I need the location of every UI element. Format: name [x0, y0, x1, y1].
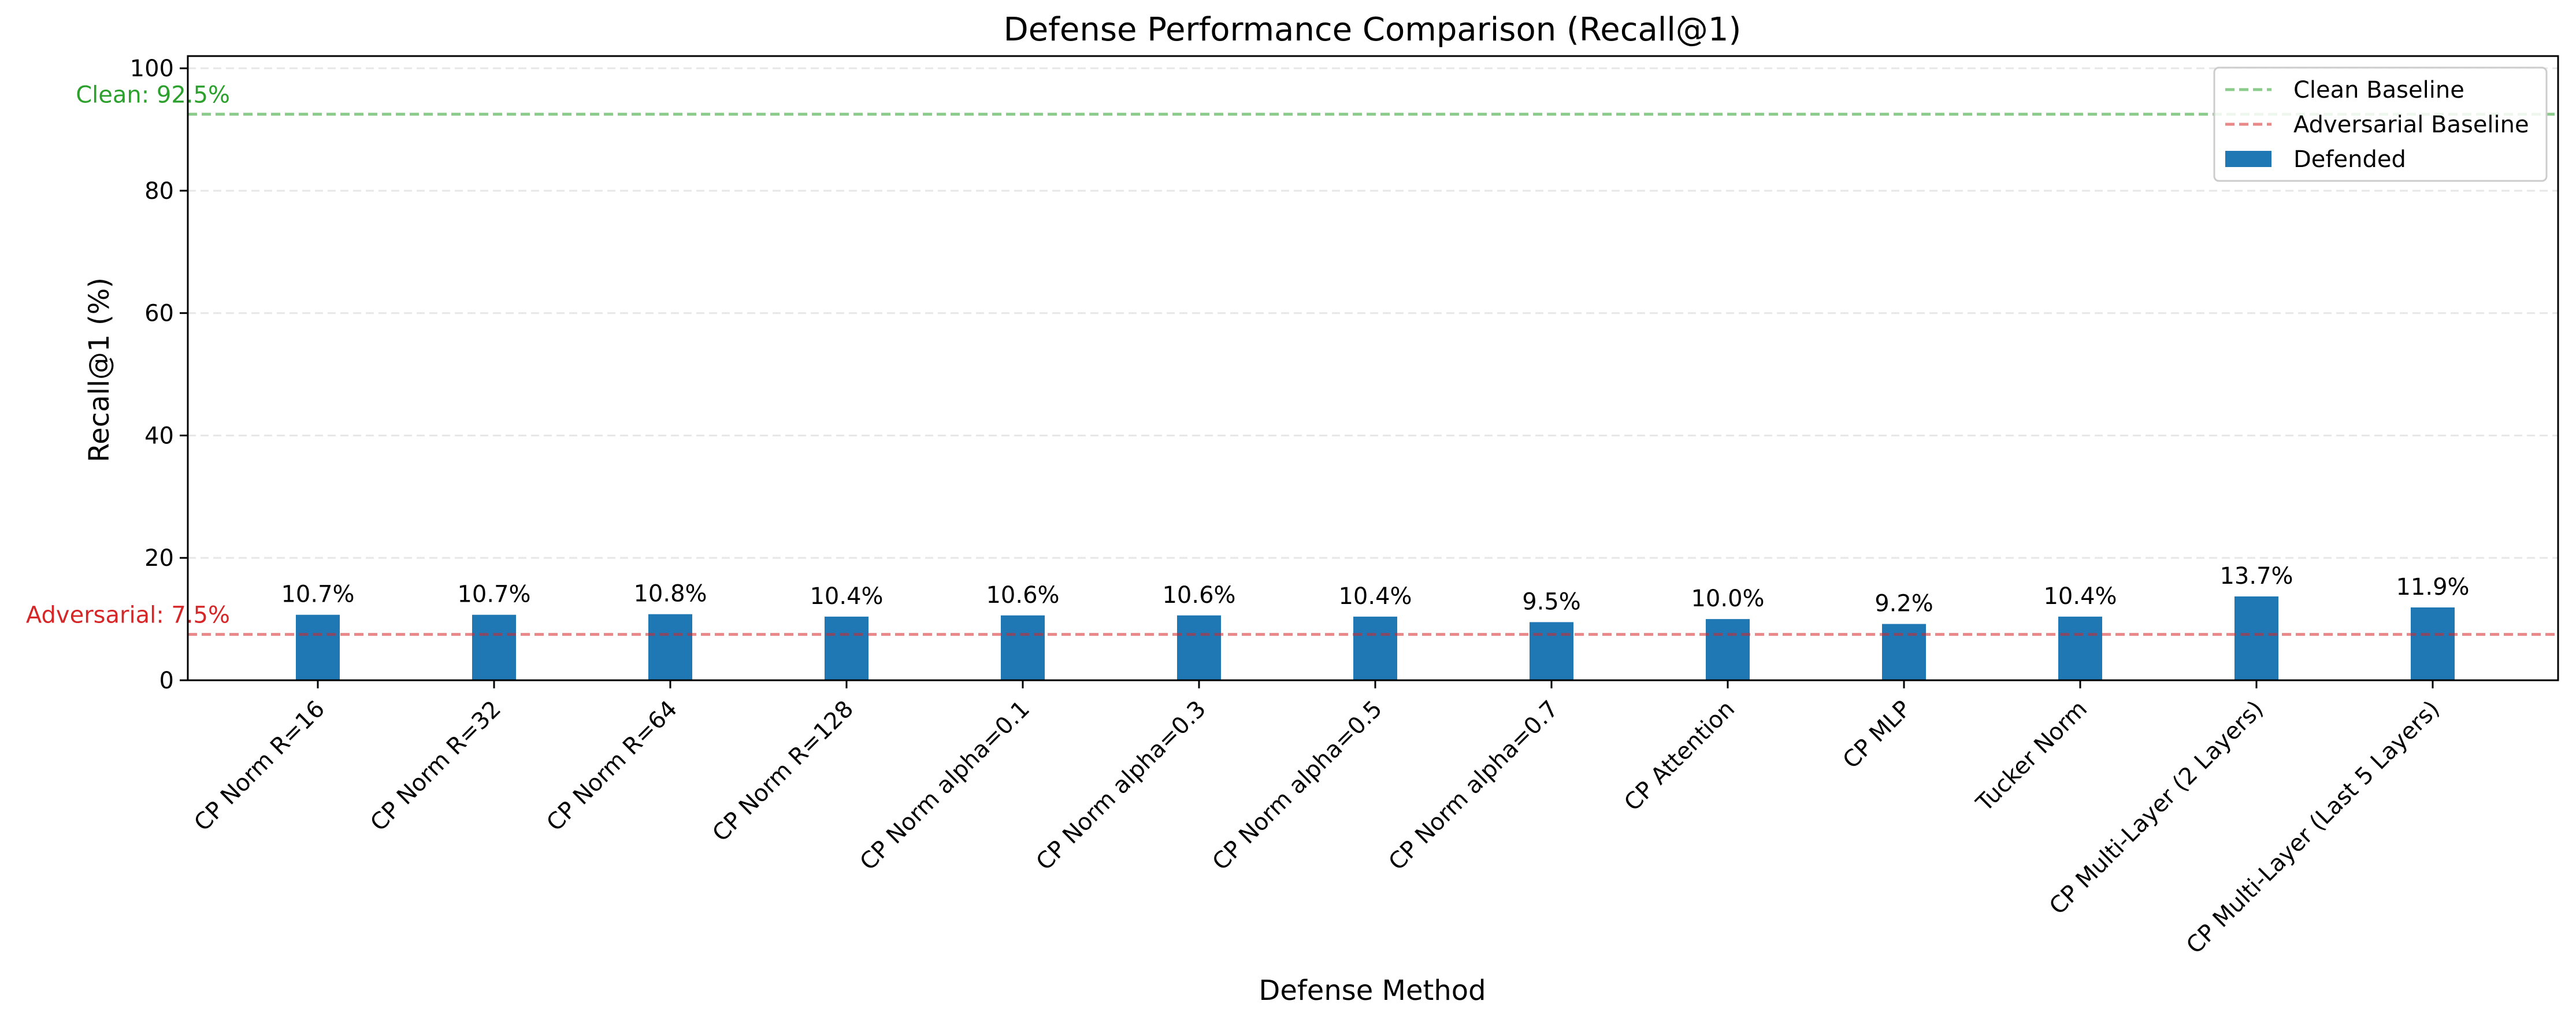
bar [1706, 619, 1750, 680]
bars [296, 596, 2455, 680]
y-tick-label: 40 [144, 422, 174, 449]
reference-line-annotation: Clean: 92.5% [76, 82, 230, 109]
y-axis-label: Recall@1 (%) [83, 277, 116, 462]
bar [648, 614, 692, 680]
legend-label-defended: Defended [2293, 146, 2406, 173]
bar-labels: 10.7% 10.7% 10.8% 10.4% 10.6% 10.6% 10.4% 9.5% 1… [281, 563, 2469, 617]
bar [1177, 615, 1221, 680]
bar [1353, 616, 1397, 680]
reference-line-annotation: Adversarial: 7.5% [26, 602, 230, 629]
bar [825, 616, 868, 680]
chart-title: Defense Performance Comparison (Recall@1… [1004, 11, 1742, 49]
legend: Clean Baseline Adversarial Baseline Defe… [2213, 66, 2548, 182]
y-tick-label: 20 [144, 545, 174, 572]
bar-value-label: 10.6% [986, 582, 1059, 609]
plot-frame [187, 55, 2559, 681]
reference-lines: Clean: 92.5% Adversarial: 7.5% [26, 82, 2558, 636]
bar [1530, 622, 1573, 680]
bar [2058, 616, 2102, 680]
bar-value-label: 10.4% [810, 583, 883, 610]
bar [1882, 624, 1926, 680]
bar-value-label: 10.7% [457, 581, 530, 608]
bar-value-label: 10.4% [2043, 583, 2117, 610]
bar-value-label: 10.8% [633, 581, 707, 607]
bar-value-label: 13.7% [2219, 563, 2293, 590]
bar [1001, 615, 1045, 680]
y-tick-label: 100 [130, 55, 174, 82]
legend-label-clean: Clean Baseline [2293, 77, 2464, 103]
legend-box [2213, 66, 2548, 182]
bar [2411, 607, 2455, 680]
bar [296, 614, 340, 680]
bar-value-label: 10.0% [1691, 585, 1764, 612]
legend-label-adversarial: Adversarial Baseline [2293, 112, 2529, 138]
bar-value-label: 11.9% [2396, 574, 2469, 601]
y-axis: 0 20 40 60 80 100 [130, 55, 188, 694]
y-tick-label: 60 [144, 301, 174, 327]
bar-value-label: 10.6% [1162, 582, 1235, 609]
x-axis-label: Defense Method [1259, 974, 1486, 1007]
legend-swatch-defended [2225, 151, 2271, 167]
bar-value-label: 9.5% [1522, 588, 1581, 615]
bar-value-label: 10.4% [1338, 583, 1412, 610]
bar [2234, 596, 2278, 680]
y-tick-label: 80 [144, 178, 174, 205]
bar-value-label: 9.2% [1875, 591, 1933, 617]
bar-value-label: 10.7% [281, 581, 354, 608]
y-tick-label: 0 [159, 668, 174, 694]
bar [472, 614, 516, 680]
